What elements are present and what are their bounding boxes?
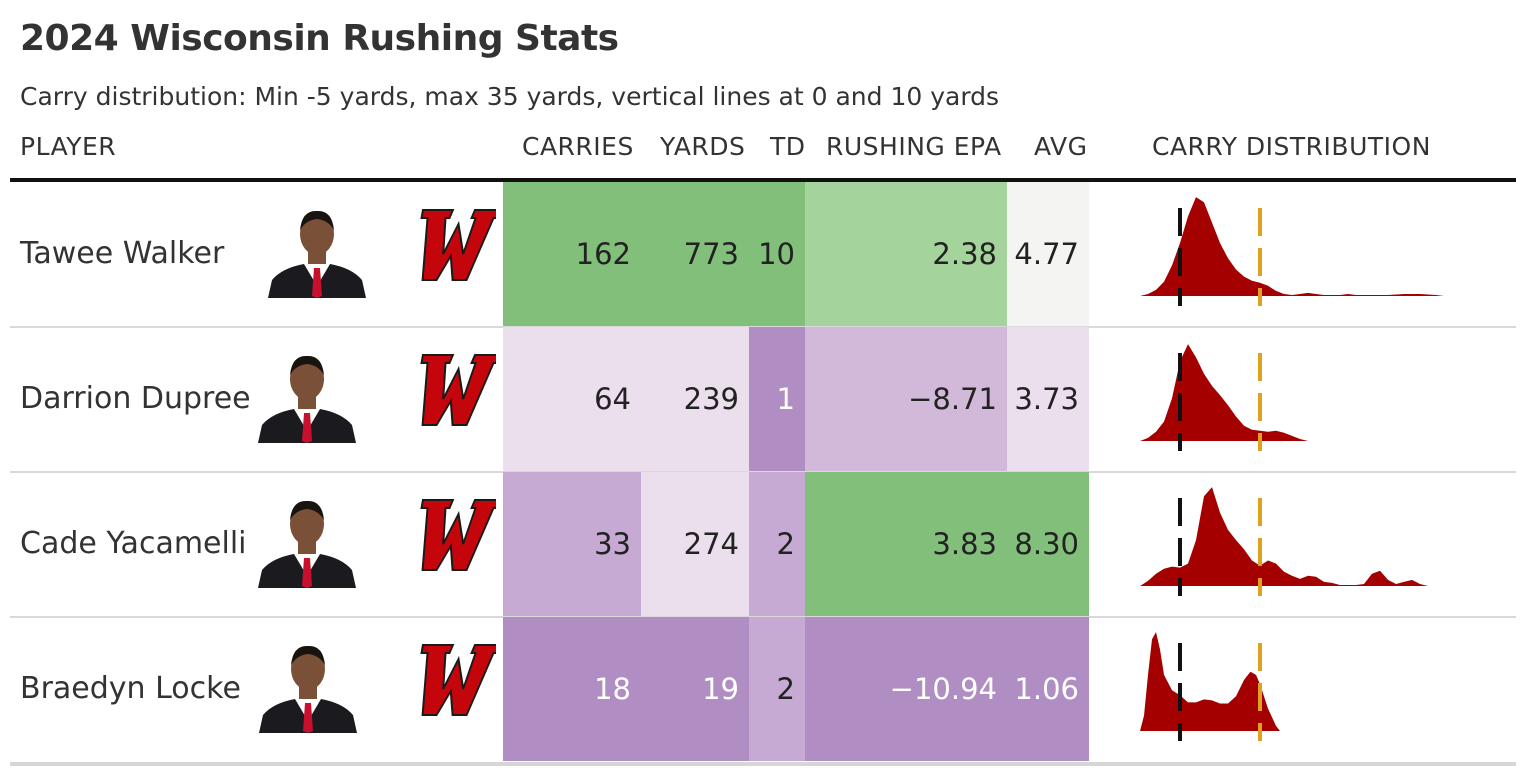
cell-avg: 4.77 — [1007, 182, 1089, 326]
wisconsin-w-logo — [420, 499, 503, 571]
column-header-carry-distribution: CARRY DISTRIBUTION — [1152, 132, 1431, 161]
cell-td: 10 — [749, 182, 805, 326]
cell-td: 1 — [749, 327, 805, 471]
player-name: Cade Yacamelli — [20, 526, 247, 561]
cell-carries: 33 — [503, 472, 641, 616]
density-area — [1140, 197, 1444, 296]
player-headshot — [268, 210, 366, 298]
column-header-player: PLAYER — [20, 132, 117, 161]
cell-epa: −8.71 — [805, 327, 1007, 471]
wisconsin-w-logo — [420, 209, 503, 281]
player-name: Tawee Walker — [20, 236, 225, 271]
cell-yards: 274 — [641, 472, 749, 616]
cell-epa: 2.38 — [805, 182, 1007, 326]
cell-yards: 239 — [641, 327, 749, 471]
cell-carries: 64 — [503, 327, 641, 471]
player-headshot — [259, 645, 357, 733]
cell-avg: 1.06 — [1007, 617, 1089, 761]
table-row: Darrion Dupree 64 239 1 −8.71 3.73 — [10, 327, 1516, 471]
table-row: Tawee Walker 162 773 10 2.38 4.77 — [10, 182, 1516, 326]
table-row: Cade Yacamelli 33 274 2 3.83 8.30 — [10, 472, 1516, 616]
column-header-rushing-epa: RUSHING EPA — [826, 132, 1002, 161]
cell-yards: 19 — [641, 617, 749, 761]
cell-td: 2 — [749, 472, 805, 616]
chart-subtitle: Carry distribution: Min -5 yards, max 35… — [20, 82, 1000, 111]
cell-epa: −10.94 — [805, 617, 1007, 761]
carry-distribution-plot — [1140, 632, 1280, 741]
player-name: Darrion Dupree — [20, 381, 251, 416]
column-header-carries: CARRIES — [522, 132, 634, 161]
player-headshot — [258, 355, 356, 443]
density-area — [1140, 487, 1428, 586]
cell-avg: 3.73 — [1007, 327, 1089, 471]
chart-title: 2024 Wisconsin Rushing Stats — [20, 18, 619, 59]
carry-distribution-plot — [1140, 487, 1428, 596]
column-header-avg: AVG — [1034, 132, 1088, 161]
player-headshot — [258, 500, 356, 588]
cell-avg: 8.30 — [1007, 472, 1089, 616]
column-header-yards: YARDS — [660, 132, 746, 161]
footer-rule — [10, 762, 1516, 766]
carry-distribution-plot — [1140, 344, 1308, 451]
wisconsin-w-logo — [420, 354, 503, 426]
density-area — [1140, 344, 1308, 441]
cell-td: 2 — [749, 617, 805, 761]
cell-carries: 18 — [503, 617, 641, 761]
header-rule — [10, 178, 1516, 182]
player-name: Braedyn Locke — [20, 671, 241, 706]
wisconsin-w-logo — [420, 644, 503, 716]
density-area — [1140, 632, 1280, 731]
table-row: Braedyn Locke 18 19 2 −10.94 1.06 — [10, 617, 1516, 761]
carry-distribution-plot — [1140, 197, 1444, 306]
column-header-td: TD — [770, 132, 806, 161]
cell-epa: 3.83 — [805, 472, 1007, 616]
cell-yards: 773 — [641, 182, 749, 326]
cell-carries: 162 — [503, 182, 641, 326]
